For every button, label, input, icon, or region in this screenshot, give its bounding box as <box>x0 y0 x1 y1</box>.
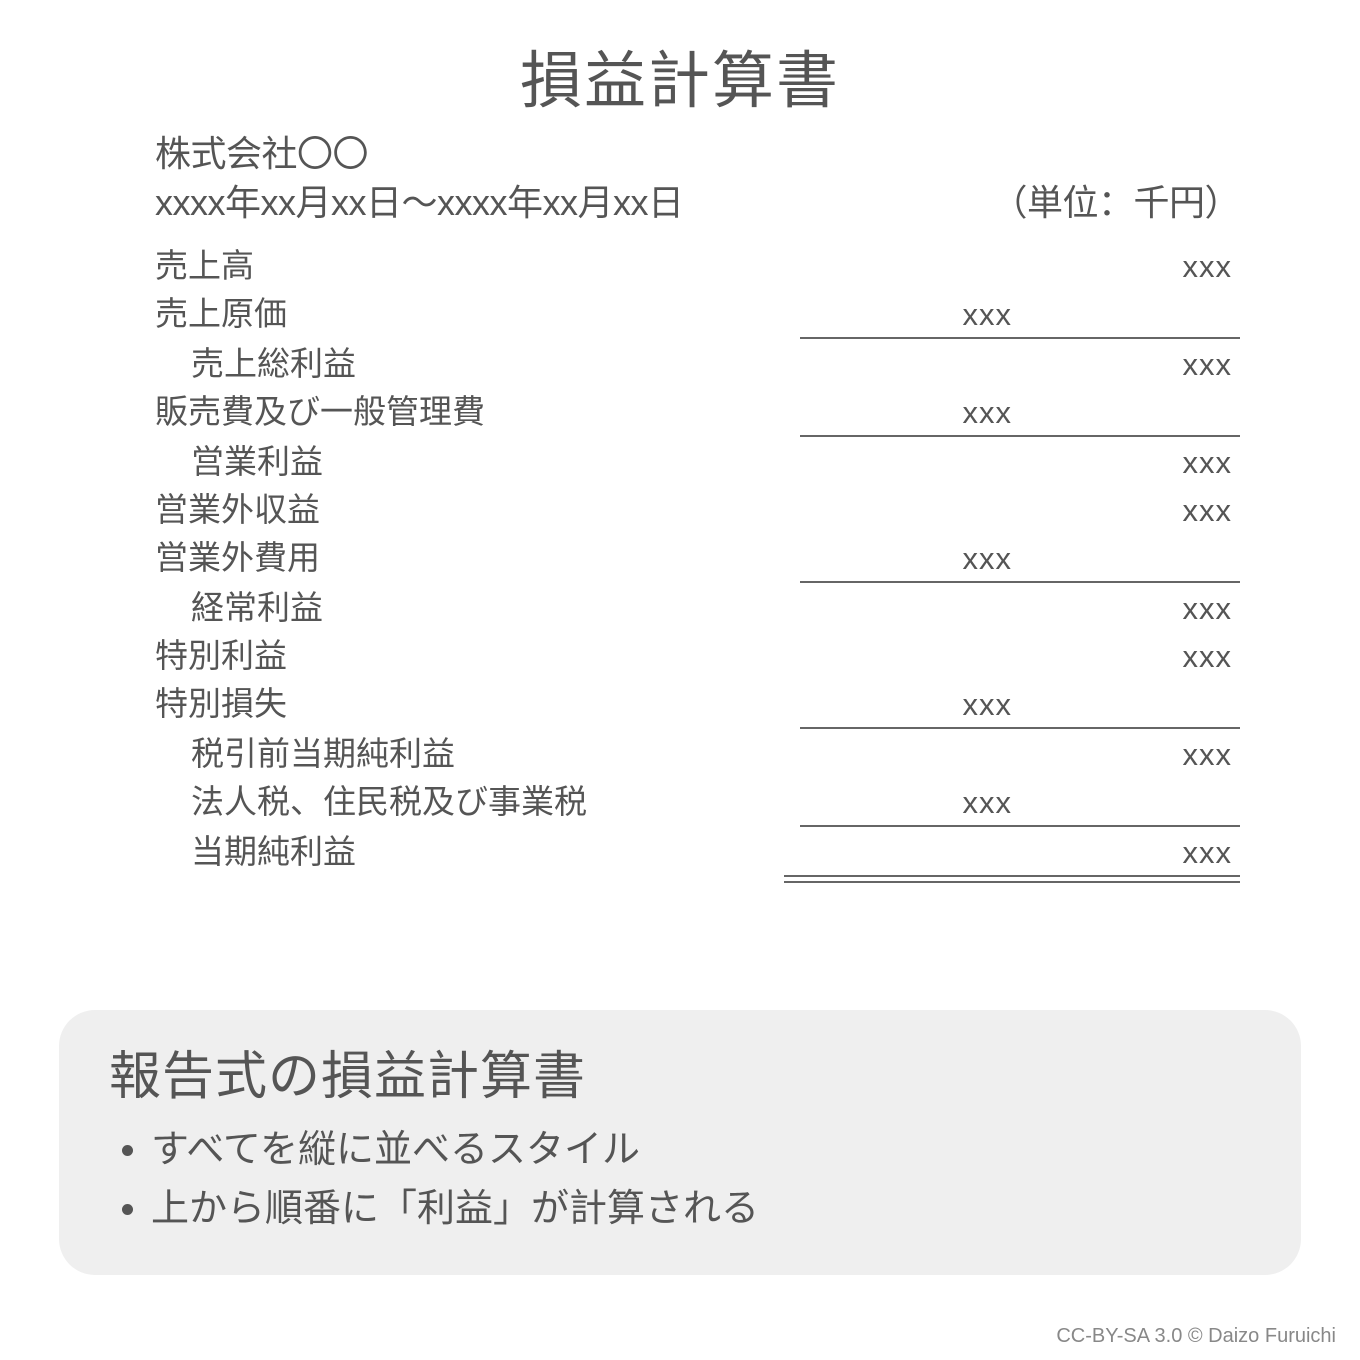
row-value-outer: xxx <box>1020 493 1240 526</box>
table-row: 売上総利益 xxx <box>155 339 1240 387</box>
unit-text: （単位：千円） <box>991 179 1240 228</box>
row-value-outer: xxx <box>1020 347 1240 380</box>
table-row: 法人税、住民税及び事業税xxx <box>155 777 1240 825</box>
row-label: 経常利益 <box>155 591 800 624</box>
note-box: 報告式の損益計算書 すべてを縦に並べるスタイル 上から順番に「利益」が計算される <box>59 1010 1301 1275</box>
row-label: 売上高 <box>155 249 800 282</box>
note-title: 報告式の損益計算書 <box>109 1034 1251 1109</box>
row-value-inner: xxx <box>800 395 1020 428</box>
table-row: 経常利益 xxx <box>155 583 1240 631</box>
row-value-inner: xxx <box>800 687 1020 720</box>
row-label: 販売費及び一般管理費 <box>155 395 800 428</box>
note-list: すべてを縦に並べるスタイル 上から順番に「利益」が計算される <box>109 1121 1251 1239</box>
row-label: 特別損失 <box>155 687 800 720</box>
row-value-outer: xxx <box>1020 639 1240 672</box>
table-row: 当期純利益 xxx <box>155 827 1240 875</box>
table-row: 特別利益 xxx <box>155 631 1240 679</box>
row-label: 特別利益 <box>155 639 800 672</box>
period-text: xxxx年xx月xx日～xxxx年xx月xx日 <box>155 179 684 228</box>
table-row: 売上原価xxx <box>155 289 1240 337</box>
row-label: 営業利益 <box>155 445 800 478</box>
credit-text: CC-BY-SA 3.0 © Daizo Furuichi <box>1056 1325 1336 1348</box>
document-header: 株式会社〇〇 xxxx年xx月xx日～xxxx年xx月xx日 （単位：千円） <box>0 130 1360 227</box>
table-row: 営業外収益 xxx <box>155 485 1240 533</box>
company-name: 株式会社〇〇 <box>155 130 1240 179</box>
row-value-inner: xxx <box>800 541 1020 574</box>
page-title: 損益計算書 <box>0 0 1360 130</box>
table-row: 特別損失xxx <box>155 679 1240 727</box>
row-label: 売上総利益 <box>155 347 800 380</box>
row-label: 売上原価 <box>155 297 800 330</box>
row-label: 当期純利益 <box>155 835 800 868</box>
row-value-outer: xxx <box>1020 591 1240 624</box>
row-value-inner: xxx <box>800 297 1020 330</box>
row-value-outer: xxx <box>1020 835 1240 868</box>
row-label: 法人税、住民税及び事業税 <box>155 785 800 818</box>
table-row: 販売費及び一般管理費xxx <box>155 387 1240 435</box>
row-label: 営業外収益 <box>155 493 800 526</box>
row-value-outer: xxx <box>1020 249 1240 282</box>
page: 損益計算書 株式会社〇〇 xxxx年xx月xx日～xxxx年xx月xx日 （単位… <box>0 0 1360 1360</box>
table-row: 税引前当期純利益 xxx <box>155 729 1240 777</box>
table-row: 売上高 xxx <box>155 241 1240 289</box>
row-value-inner: xxx <box>800 785 1020 818</box>
row-label: 営業外費用 <box>155 541 800 574</box>
row-value-outer: xxx <box>1020 445 1240 478</box>
table-row: 営業利益 xxx <box>155 437 1240 485</box>
income-statement-table: 売上高xxx売上原価xxx売上総利益xxx販売費及び一般管理費xxx営業利益xx… <box>0 227 1360 883</box>
row-label: 税引前当期純利益 <box>155 737 800 770</box>
table-row: 営業外費用xxx <box>155 533 1240 581</box>
double-rule-line <box>155 875 1240 883</box>
row-value-outer: xxx <box>1020 737 1240 770</box>
note-item: すべてを縦に並べるスタイル <box>151 1121 1251 1180</box>
note-item: 上から順番に「利益」が計算される <box>151 1180 1251 1239</box>
